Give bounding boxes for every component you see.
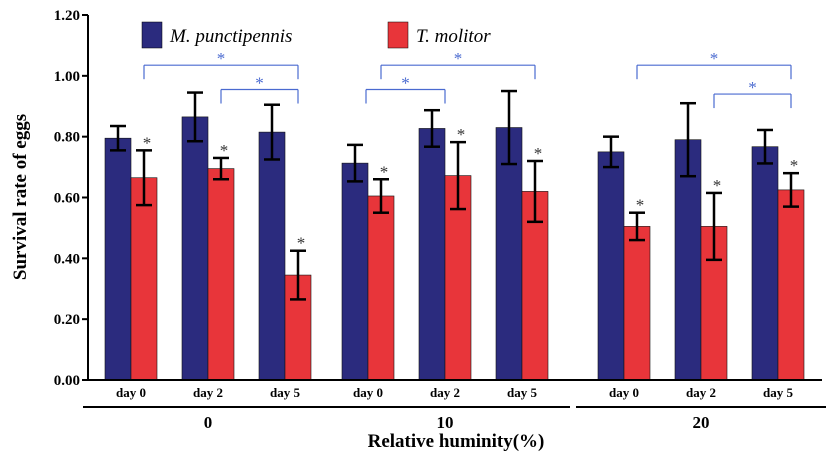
day-label: day 2 xyxy=(193,385,223,400)
group-label: 20 xyxy=(693,413,710,432)
bar xyxy=(623,226,651,381)
bar xyxy=(181,116,209,381)
significance-asterisk: * xyxy=(457,125,466,144)
day-label: day 5 xyxy=(507,385,537,400)
bar xyxy=(104,137,132,381)
bracket-asterisk: * xyxy=(217,49,226,68)
day-label: day 5 xyxy=(763,385,793,400)
group-label: 0 xyxy=(204,413,213,432)
bar xyxy=(258,131,286,381)
bracket-asterisk: * xyxy=(401,74,410,93)
bracket-asterisk: * xyxy=(454,49,463,68)
legend: M. punctipennis T. molitor xyxy=(141,21,491,49)
bar xyxy=(418,128,446,381)
bracket-asterisk: * xyxy=(748,78,757,97)
bar xyxy=(341,162,369,381)
significance-asterisk: * xyxy=(636,196,645,215)
group-label: 10 xyxy=(437,413,454,432)
bar xyxy=(495,127,523,381)
bar xyxy=(284,274,312,381)
day-label: day 0 xyxy=(353,385,383,400)
significance-asterisk: * xyxy=(534,144,543,163)
y-tick-label: 0.40 xyxy=(54,251,80,267)
bar xyxy=(777,189,805,381)
significance-asterisk: * xyxy=(713,176,722,195)
legend-label-t-molitor: T. molitor xyxy=(416,26,491,47)
day-label: day 2 xyxy=(686,385,716,400)
bar xyxy=(751,146,779,381)
legend-label-m-punctipennis: M. punctipennis xyxy=(169,26,292,47)
y-tick-label: 0.00 xyxy=(54,373,80,389)
bar xyxy=(367,195,395,381)
legend-swatch-t-molitor xyxy=(387,21,409,49)
day-label: day 5 xyxy=(270,385,300,400)
y-tick-label: 0.80 xyxy=(54,130,80,146)
y-axis-label: Survival rate of eggs xyxy=(10,114,31,280)
bracket-asterisk: * xyxy=(710,49,719,68)
significance-asterisk: * xyxy=(143,133,152,152)
significance-asterisk: * xyxy=(297,234,306,253)
day-label: day 0 xyxy=(609,385,639,400)
y-tick-label: 1.20 xyxy=(54,8,80,24)
significance-asterisk: * xyxy=(220,141,229,160)
day-label: day 0 xyxy=(116,385,146,400)
bar xyxy=(207,168,235,381)
y-tick-label: 0.60 xyxy=(54,191,80,207)
bracket-asterisk: * xyxy=(255,74,264,93)
x-axis-label: Relative huminity(%) xyxy=(368,431,545,452)
significance-asterisk: * xyxy=(790,156,799,175)
bar xyxy=(130,177,158,381)
legend-swatch-m-punctipennis xyxy=(141,21,163,49)
significance-asterisk: * xyxy=(380,162,389,181)
day-label: day 2 xyxy=(430,385,460,400)
y-tick-label: 0.20 xyxy=(54,312,80,328)
bar xyxy=(597,151,625,381)
y-tick-label: 1.00 xyxy=(54,69,80,85)
